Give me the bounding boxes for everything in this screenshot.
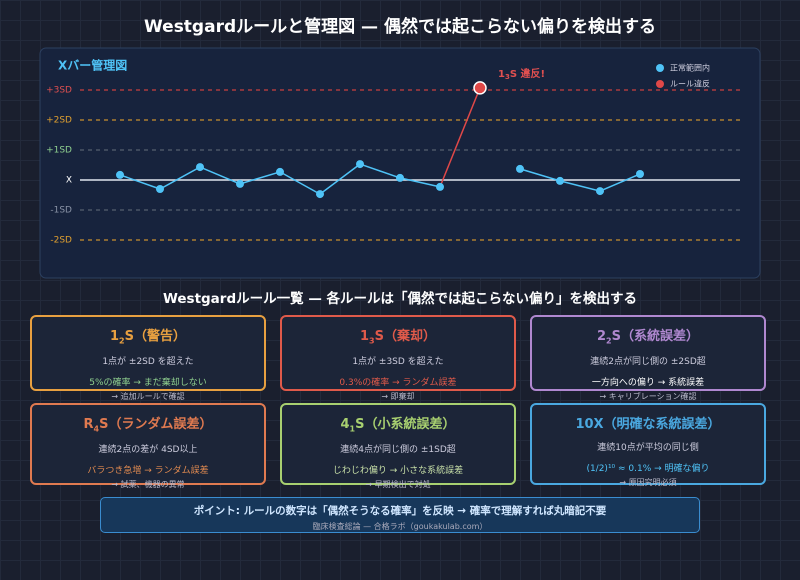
data-point bbox=[316, 190, 324, 199]
rule-desc: 連続10点が平均の同じ側 bbox=[597, 443, 699, 453]
y-tick-label: X bbox=[66, 176, 72, 186]
rule-name-part: S（系統誤差） bbox=[611, 329, 699, 344]
source: 臨床検査総論 — 合格ラボ（goukakulab.com） bbox=[312, 522, 488, 531]
chart: Xバー管理図 +3SD +2SD +1SD X -1SD -2SD 13S 違反! 正常範囲内… bbox=[39, 47, 761, 279]
data-point bbox=[596, 187, 604, 196]
violation-line bbox=[439, 87, 481, 188]
rule-name-part: S（ランダム誤差） bbox=[99, 417, 213, 432]
rule-name-part: 1 bbox=[349, 424, 356, 434]
rule-card: 22S（系統誤差） 連続2点が同じ側の ±2SD超 一方向への偏り → 系統誤差 → … bbox=[530, 315, 766, 401]
data-point bbox=[396, 173, 404, 182]
rule-desc: 連続2点が同じ側の ±2SD超 bbox=[590, 356, 706, 367]
chart-title: Xバー管理図 bbox=[58, 58, 127, 73]
legend-label: ルール違反 bbox=[670, 79, 710, 89]
annotation-part: 3 bbox=[505, 73, 510, 81]
rule-name: R4S（ランダム誤差） bbox=[32, 413, 264, 434]
chart-panel bbox=[39, 47, 761, 279]
rule-name: 22S（系統誤差） bbox=[532, 325, 764, 346]
series-line bbox=[519, 168, 641, 192]
y-tick-label: -2SD bbox=[50, 236, 72, 246]
rule-note: → 早期検出で対処 bbox=[365, 479, 431, 489]
rule-detail: バラつき急増 → ランダム誤差 bbox=[87, 465, 209, 476]
annotation-part: 1 bbox=[498, 69, 505, 80]
rule-note: → キャリブレーション確認 bbox=[599, 391, 697, 401]
rule-name: 13S（棄却） bbox=[282, 325, 514, 346]
rule-name-part: 2 bbox=[119, 336, 125, 346]
page-title: Westgardルールと管理図 — 偶然では起こらない偏りを検出する bbox=[144, 17, 656, 37]
rule-desc: 連続2点の差が 4SD以上 bbox=[98, 444, 198, 455]
rule-desc: 1点が ±2SD を超えた bbox=[102, 356, 194, 367]
legend-marker bbox=[656, 80, 664, 88]
point-text: ポイント: ルールの数字は「偶然そうなる確率」を反映 → 確率で理解すれば丸暗記… bbox=[193, 505, 607, 517]
rule-name-part: S（小系統誤差） bbox=[355, 417, 456, 432]
rule-name-part: 4 bbox=[93, 424, 100, 434]
rule-name-part: 2 bbox=[597, 329, 607, 344]
rule-card: 13S（棄却） 1点が ±3SD を超えた 0.3%の確率 → ランダム誤差 → 即棄… bbox=[280, 315, 516, 401]
rule-desc: 1点が ±3SD を超えた bbox=[352, 356, 444, 367]
data-point bbox=[436, 182, 444, 191]
point-box: ポイント: ルールの数字は「偶然そうなる確率」を反映 → 確率で理解すれば丸暗記… bbox=[100, 497, 700, 533]
legend-label: 正常範囲内 bbox=[670, 63, 710, 73]
data-point bbox=[516, 164, 524, 173]
rule-name-part: R bbox=[83, 417, 94, 432]
data-point bbox=[236, 179, 244, 188]
rule-detail: 0.3%の確率 → ランダム誤差 bbox=[339, 377, 457, 388]
annotation-part: S 違反! bbox=[510, 67, 545, 80]
annotation: 13S 違反! bbox=[498, 67, 545, 81]
data-point bbox=[473, 81, 487, 95]
rule-note: → 試薬、機器の異常 bbox=[111, 479, 185, 489]
rule-note: → 即棄却 bbox=[381, 391, 415, 401]
rule-detail: 5%の確率 → まだ棄却しない bbox=[89, 377, 207, 388]
data-point bbox=[196, 163, 204, 172]
rule-name-part: 4 bbox=[340, 417, 350, 432]
data-point bbox=[556, 176, 564, 185]
rule-detail: (1/2)¹⁰ ≈ 0.1% → 明確な偏り bbox=[586, 464, 710, 474]
rule-card: 41S（小系統誤差） 連続4点が同じ側の ±1SD超 じわじわ偏り → 小さな系統誤… bbox=[280, 403, 516, 489]
rule-card: 10X（明確な系統誤差） 連続10点が平均の同じ側 (1/2)¹⁰ ≈ 0.1% →… bbox=[530, 403, 766, 487]
y-tick-label: +2SD bbox=[46, 116, 72, 126]
rule-name-part: S（棄却） bbox=[374, 329, 436, 344]
rule-card: R4S（ランダム誤差） 連続2点の差が 4SD以上 バラつき急増 → ランダム誤差 →… bbox=[30, 403, 266, 489]
rule-name-part: 1 bbox=[110, 329, 120, 344]
rule-note: → 原因究明必須 bbox=[619, 478, 677, 487]
legend-marker bbox=[656, 64, 664, 72]
data-point bbox=[156, 185, 164, 193]
rule-name-part: 3 bbox=[369, 336, 375, 346]
data-point bbox=[116, 170, 124, 179]
y-tick-label: +3SD bbox=[46, 86, 72, 96]
rule-name: 10X（明確な系統誤差） bbox=[532, 413, 764, 432]
rule-name: 41S（小系統誤差） bbox=[282, 413, 514, 434]
section-title: Westgardルール一覧 — 各ルールは「偶然では起こらない偏り」を検出する bbox=[162, 291, 638, 307]
rule-name-part: 2 bbox=[606, 336, 612, 346]
rule-note: → 追加ルールで確認 bbox=[111, 391, 185, 401]
y-tick-label: +1SD bbox=[46, 146, 72, 156]
rule-name: 12S（警告） bbox=[32, 325, 264, 346]
rule-detail: 一方向への偏り → 系統誤差 bbox=[591, 377, 705, 388]
rule-name-part: 10X（明確な系統誤差） bbox=[575, 417, 721, 432]
rule-desc: 連続4点が同じ側の ±1SD超 bbox=[340, 444, 456, 455]
rule-detail: じわじわ偏り → 小さな系統誤差 bbox=[332, 465, 464, 476]
data-point bbox=[356, 160, 364, 169]
rule-name-part: 1 bbox=[360, 329, 370, 344]
rule-card: 12S（警告） 1点が ±2SD を超えた 5%の確率 → まだ棄却しない → 追加ル… bbox=[30, 315, 266, 401]
y-tick-label: -1SD bbox=[50, 206, 72, 216]
data-point bbox=[276, 167, 284, 176]
rule-name-part: S（警告） bbox=[124, 329, 186, 344]
data-point bbox=[636, 170, 644, 178]
